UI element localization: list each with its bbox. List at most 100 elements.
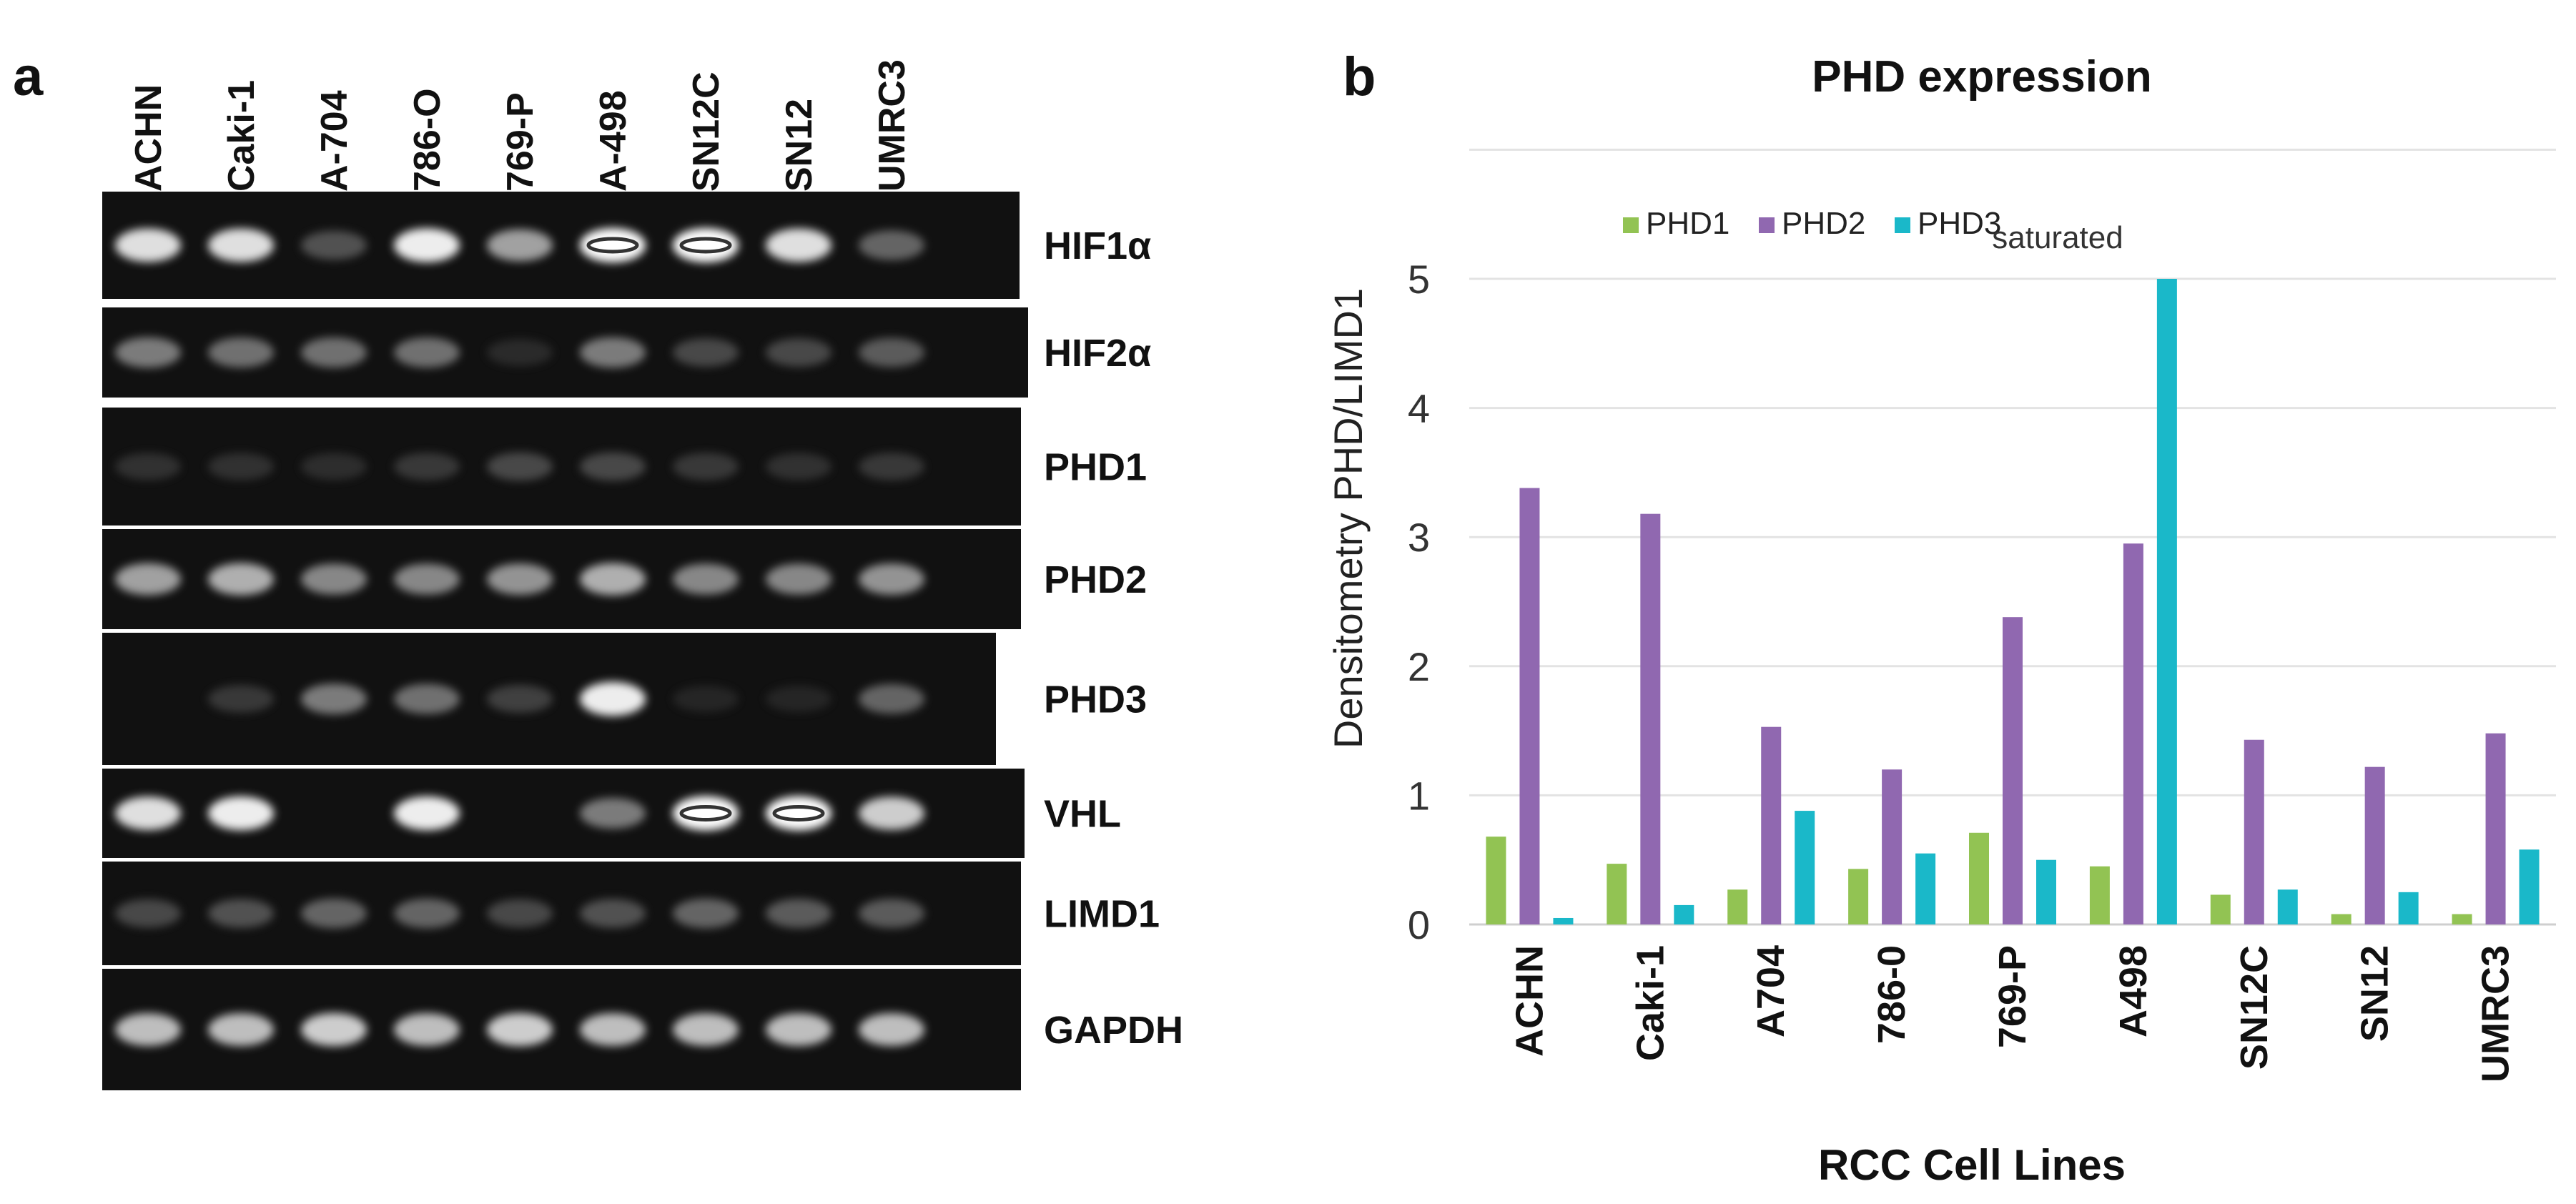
legend-swatch xyxy=(1759,217,1775,233)
gel-band xyxy=(580,798,646,829)
bar-phd3 xyxy=(2519,849,2540,924)
x-axis-label: RCC Cell Lines xyxy=(1818,1141,2126,1189)
legend-item: PHD2 xyxy=(1759,206,1865,241)
gel-band xyxy=(859,453,924,480)
gel-band xyxy=(766,563,831,595)
lane-label: SN12 xyxy=(779,99,820,192)
gene-label: PHD2 xyxy=(1044,558,1147,601)
lane-label: ACHN xyxy=(128,84,169,192)
bar-phd1 xyxy=(1848,869,1869,924)
gel-band xyxy=(859,796,924,830)
gel-band xyxy=(673,796,739,831)
gel-band xyxy=(208,337,274,367)
gel-band xyxy=(208,228,274,262)
gel-band xyxy=(301,337,367,367)
saturated-band-core xyxy=(679,805,732,821)
gel-band xyxy=(487,563,553,595)
gel-band xyxy=(673,1013,739,1046)
gel-band xyxy=(859,1013,924,1046)
bar-phd3 xyxy=(1553,917,1574,924)
lane-label: Caki-1 xyxy=(221,80,262,192)
x-tick-label: SN12 xyxy=(2354,945,2397,1042)
bar-phd2 xyxy=(1761,726,1782,924)
gel-band xyxy=(673,898,739,929)
bar-phd1 xyxy=(2452,914,2472,924)
gel-band xyxy=(859,337,924,367)
gel-band xyxy=(487,229,553,262)
gel-band xyxy=(580,337,646,368)
gel-band xyxy=(115,337,181,368)
gel-row: PHD2 xyxy=(102,529,1147,629)
bar-phd3 xyxy=(1674,904,1694,924)
lane-label: 786-O xyxy=(407,88,448,192)
gel-band xyxy=(766,228,831,262)
panel-a-letter: a xyxy=(13,46,44,107)
gel-band xyxy=(115,228,181,262)
bar-phd2 xyxy=(1640,513,1661,924)
gel-band xyxy=(580,899,646,928)
y-tick-label: 3 xyxy=(1408,515,1430,560)
y-axis-label: Densitometry PHD/LIMD1 xyxy=(1326,288,1371,749)
bar-phd1 xyxy=(2331,914,2352,924)
bar-phd3 xyxy=(1915,853,1936,924)
x-tick-label: 769-P xyxy=(1991,945,2034,1048)
legend-label: PHD3 xyxy=(1918,206,2001,241)
bar-phd3 xyxy=(2277,889,2298,924)
x-axis-ticks: ACHN Caki-1 A704 786-0 769-P A498 SN12C SN12 UMR… xyxy=(1508,945,2517,1082)
gel-band xyxy=(859,230,924,260)
gel-band xyxy=(580,1013,646,1046)
gel-band xyxy=(673,338,739,367)
gene-label: HIF1α xyxy=(1044,224,1151,267)
gel-band xyxy=(208,685,274,713)
gel-band xyxy=(487,685,553,713)
bar-phd3 xyxy=(2156,279,2177,924)
y-tick-label: 2 xyxy=(1408,644,1430,689)
gel-band xyxy=(394,337,460,367)
bar-phd2 xyxy=(2123,543,2143,924)
gel-row: GAPDH xyxy=(102,969,1183,1090)
gel-rows: HIF1α HIF2α PHD1 PHD2 PHD3 VHL LIMD1 GAPDH xyxy=(102,192,1183,1090)
lane-label: A-704 xyxy=(314,90,355,192)
gel-band xyxy=(208,1013,274,1046)
gel-band xyxy=(301,453,367,480)
gel-band xyxy=(115,453,181,480)
lane-label: SN12C xyxy=(686,71,727,192)
gel-band xyxy=(394,1013,460,1046)
gel-band xyxy=(115,563,181,596)
bar-phd2 xyxy=(1519,488,1540,924)
gel-band xyxy=(208,899,274,928)
lane-label: A-498 xyxy=(593,90,634,192)
gel-band xyxy=(580,228,646,262)
legend-label: PHD1 xyxy=(1646,206,1729,241)
legend-item: PHD3 xyxy=(1895,206,2001,241)
bar-phd2 xyxy=(2364,766,2385,924)
saturated-band-core xyxy=(679,237,732,254)
x-tick-label: SN12C xyxy=(2233,945,2276,1070)
gel-band xyxy=(115,1013,181,1046)
gel-band xyxy=(766,796,831,831)
gel-band xyxy=(766,686,831,712)
saturated-band-core xyxy=(772,805,825,821)
x-tick-label: ACHN xyxy=(1508,945,1551,1057)
gel-row: LIMD1 xyxy=(102,862,1160,965)
x-tick-label: 786-0 xyxy=(1870,945,1913,1044)
gel-band xyxy=(115,899,181,928)
bar-phd3 xyxy=(1795,811,1815,924)
chart-title: PHD expression xyxy=(1812,52,2152,102)
gel-band xyxy=(301,898,367,929)
bar-phd3 xyxy=(2398,892,2419,924)
x-tick-label: A704 xyxy=(1750,945,1792,1037)
lane-labels: ACHN Caki-1 A-704 786-O 769-P A-498 SN12C SN12 U… xyxy=(128,59,913,192)
gel-band xyxy=(301,563,367,595)
bar-phd1 xyxy=(1607,864,1627,924)
gel-band xyxy=(487,339,553,366)
gel-band xyxy=(766,453,831,480)
gene-label: PHD3 xyxy=(1044,679,1147,721)
y-axis-ticks: 0 1 2 3 4 5 xyxy=(1408,257,1430,947)
x-tick-label: UMRC3 xyxy=(2474,945,2517,1082)
gel-band xyxy=(208,796,274,831)
gel-band xyxy=(115,796,181,830)
legend-item: PHD1 xyxy=(1623,206,1729,241)
gel-band xyxy=(859,899,924,928)
chart-legend: PHD1 PHD2 PHD3 xyxy=(1623,206,2001,241)
